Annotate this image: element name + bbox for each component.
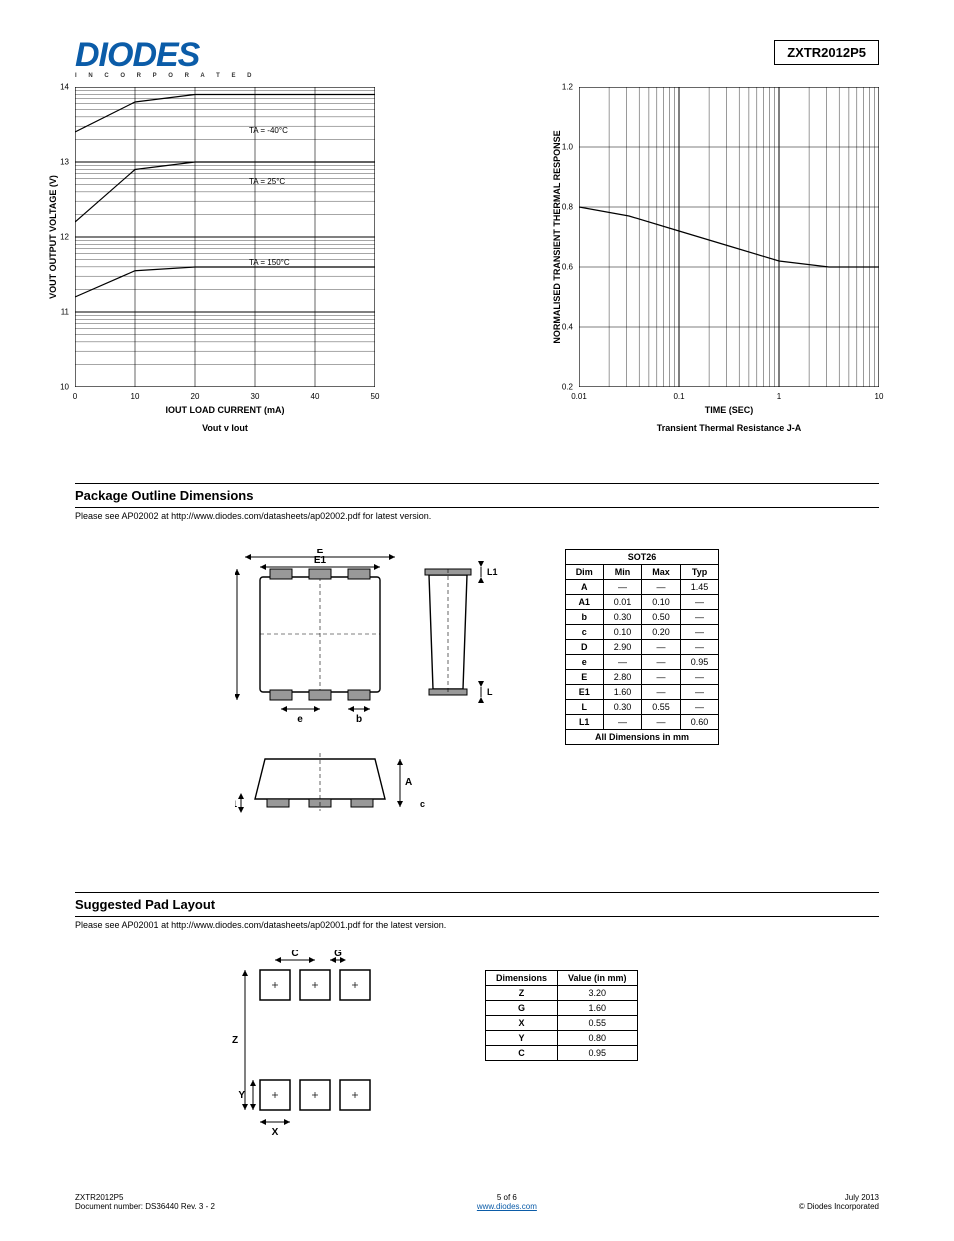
svg-text:Y: Y — [238, 1090, 245, 1101]
svg-text:G: G — [334, 950, 342, 959]
section-package-outline: Package Outline Dimensions — [75, 483, 879, 508]
chart-vi-title: Vout v Iout — [75, 423, 375, 433]
svg-text:e: e — [297, 714, 303, 725]
footer-doc: Document number: DS36440 Rev. 3 - 2 — [75, 1202, 215, 1211]
chart-zth-ylabel: NORMALISED TRANSIENT THERMAL RESPONSE — [552, 130, 562, 343]
chart-vi-xlabel: IOUT LOAD CURRENT (mA) — [166, 405, 285, 415]
package-note: Please see AP02002 at http://www.diodes.… — [75, 511, 879, 521]
pad-note: Please see AP02001 at http://www.diodes.… — [75, 920, 879, 930]
svg-text:A1: A1 — [235, 799, 237, 809]
logo-text: DIODES — [75, 40, 256, 71]
company-logo: DIODES I N C O R P O R A T E D — [75, 40, 256, 79]
chart-vout-iout: 010203040501011131412 TA = -40°CTA = 25°… — [75, 87, 375, 433]
footer-part: ZXTR2012P5 — [75, 1193, 215, 1202]
footer-copyright: © Diodes Incorporated — [799, 1202, 879, 1211]
footer-date: July 2013 — [799, 1193, 879, 1202]
svg-text:C: C — [291, 950, 298, 959]
svg-text:A: A — [405, 777, 412, 788]
chart-vi-ylabel: VOUT OUTPUT VOLTAGE (V) — [48, 175, 58, 299]
chart-zth-xlabel: TIME (SEC) — [705, 405, 754, 415]
part-number-box: ZXTR2012P5 — [774, 40, 879, 65]
svg-text:c: c — [420, 799, 425, 809]
page-footer: ZXTR2012P5 Document number: DS36440 Rev.… — [75, 1193, 879, 1211]
svg-text:b: b — [356, 714, 362, 725]
logo-subtext: I N C O R P O R A T E D — [75, 73, 256, 79]
svg-text:Z: Z — [232, 1035, 238, 1046]
svg-text:E1: E1 — [314, 555, 327, 566]
chart-zth: 0.010.11100.20.40.60.81.01.2 NORMALISED … — [579, 87, 879, 433]
footer-link[interactable]: www.diodes.com — [477, 1202, 537, 1211]
package-drawing: E E1 — [235, 549, 505, 842]
svg-text:L1: L1 — [487, 567, 498, 577]
pad-layout-drawing: C G Z Y X — [225, 950, 425, 1153]
svg-text:X: X — [272, 1127, 279, 1138]
package-dimensions-table: SOT26 DimMinMaxTyp A——1.45A10.010.10—b0.… — [565, 549, 720, 745]
section-pad-layout: Suggested Pad Layout — [75, 892, 879, 917]
chart-zth-title: Transient Thermal Resistance J-A — [579, 423, 879, 433]
svg-text:L: L — [487, 687, 493, 697]
footer-page: 5 of 6 — [477, 1193, 537, 1202]
pad-layout-table: DimensionsValue (in mm) Z3.20G1.60X0.55Y… — [485, 970, 638, 1061]
dims-table-title: SOT26 — [565, 549, 719, 564]
